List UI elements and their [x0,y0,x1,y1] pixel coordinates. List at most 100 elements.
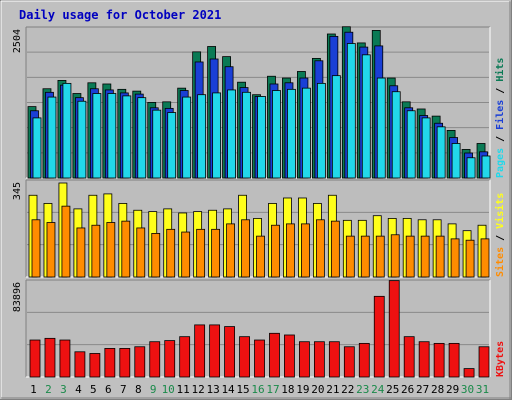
y-max-label: 2504 [12,29,23,53]
day-label: 31 [476,383,489,396]
sites-bar [121,220,131,278]
day-label: 8 [135,383,142,396]
sites-bar [151,233,161,278]
day-label: 16 [251,383,264,396]
pages-bar [212,92,222,179]
pages-bar [32,117,42,179]
pages-bar [107,93,117,179]
sites-bar [420,235,430,278]
sites-bar [76,227,86,278]
legend-files: Files [494,100,506,130]
sites-bar [91,224,101,278]
sites-bar [196,228,206,278]
day-label: 12 [192,383,205,396]
kbytes-bar [194,324,206,378]
day-label: 3 [60,383,67,396]
pages-bar [92,93,102,179]
sites-visits-panel: 345 Sites / Visits [12,179,506,278]
kbytes-bar [149,341,161,378]
sites-bar [315,219,325,278]
pages-bar [451,143,461,179]
kbytes-bar [104,348,116,378]
pages-bar [77,100,87,179]
day-label: 18 [281,383,294,396]
pages-bar [436,126,446,179]
sites-bar [360,235,370,278]
legend-kbytes: KBytes [495,341,506,377]
sites-bar [226,223,235,278]
pages-bar [137,97,147,179]
kbytes-bar [388,280,400,378]
pages-bar [242,91,251,179]
day-label: 24 [371,383,385,396]
kbytes-bar [358,342,370,378]
sites-bar [181,231,191,278]
sites-bar [271,224,280,278]
pages-bar [197,94,207,179]
kbytes-bar [254,339,265,378]
pages-bar [227,89,236,179]
pages-bar [466,157,476,179]
pages-bar [481,155,491,179]
day-label: 1 [30,383,37,396]
pages-bar [346,43,356,179]
kbytes-bar [119,348,131,378]
kbytes-bar [313,341,325,378]
pages-bar [182,96,192,179]
kbytes-bar [164,340,176,378]
day-label: 2 [45,383,52,396]
pages-bar [152,109,162,179]
pages-bar [331,75,341,179]
day-label: 6 [105,383,112,396]
day-label: 23 [356,383,369,396]
day-label: 4 [75,383,82,396]
kbytes-bar [284,334,295,378]
sites-bar [375,235,385,278]
pages-bar [287,88,296,179]
day-label: 25 [386,383,399,396]
day-label: 11 [177,383,190,396]
sites-bar [241,219,250,278]
day-label: 20 [311,383,324,396]
legend: Pages / Files / Hits [494,58,506,178]
kbytes-panel: 83896 KBytes [12,279,506,378]
chart-title: Daily usage for October 2021 [19,8,222,22]
pages-bar [316,82,326,179]
sites-bar [166,228,176,278]
sites-bar [301,223,310,278]
day-label: 30 [461,383,474,396]
pages-bar [257,96,266,179]
kbytes-bar [418,341,430,378]
kbytes-bar [373,295,385,378]
sites-bar [450,238,460,278]
legend-pages: Pages [495,148,506,178]
legend: KBytes [495,341,506,377]
pages-bar [391,91,401,179]
day-axis-labels: 1 2 3 4 5 6 7 8 9 10 11 12 13 14 15 16 17 18 19 20 21 22 23 24 2… [30,383,489,396]
kbytes-bar [179,336,191,378]
kbytes-bar [478,346,490,378]
sites-bar [286,223,295,278]
sites-bar [330,220,340,278]
kbytes-bar [134,346,146,378]
pages-bar [272,90,281,179]
kbytes-bar [328,341,340,378]
sites-bar [31,219,41,278]
kbytes-bar [299,341,310,378]
pages-bar [421,117,431,179]
day-label: 21 [326,383,339,396]
legend: Sites / Visits [494,193,506,277]
day-label: 7 [120,383,127,396]
y-max-label: 83896 [12,282,23,312]
legend-sites: Sites [494,247,506,277]
day-label: 28 [431,383,444,396]
pages-bar [167,112,177,179]
kbytes-bar [448,342,460,378]
kbytes-bar [403,336,415,378]
day-label: 26 [401,383,414,396]
kbytes-bar [239,336,250,378]
sites-bar [435,235,445,278]
sites-bar [61,205,71,278]
pages-bar [361,54,371,179]
sites-bar [106,222,116,278]
